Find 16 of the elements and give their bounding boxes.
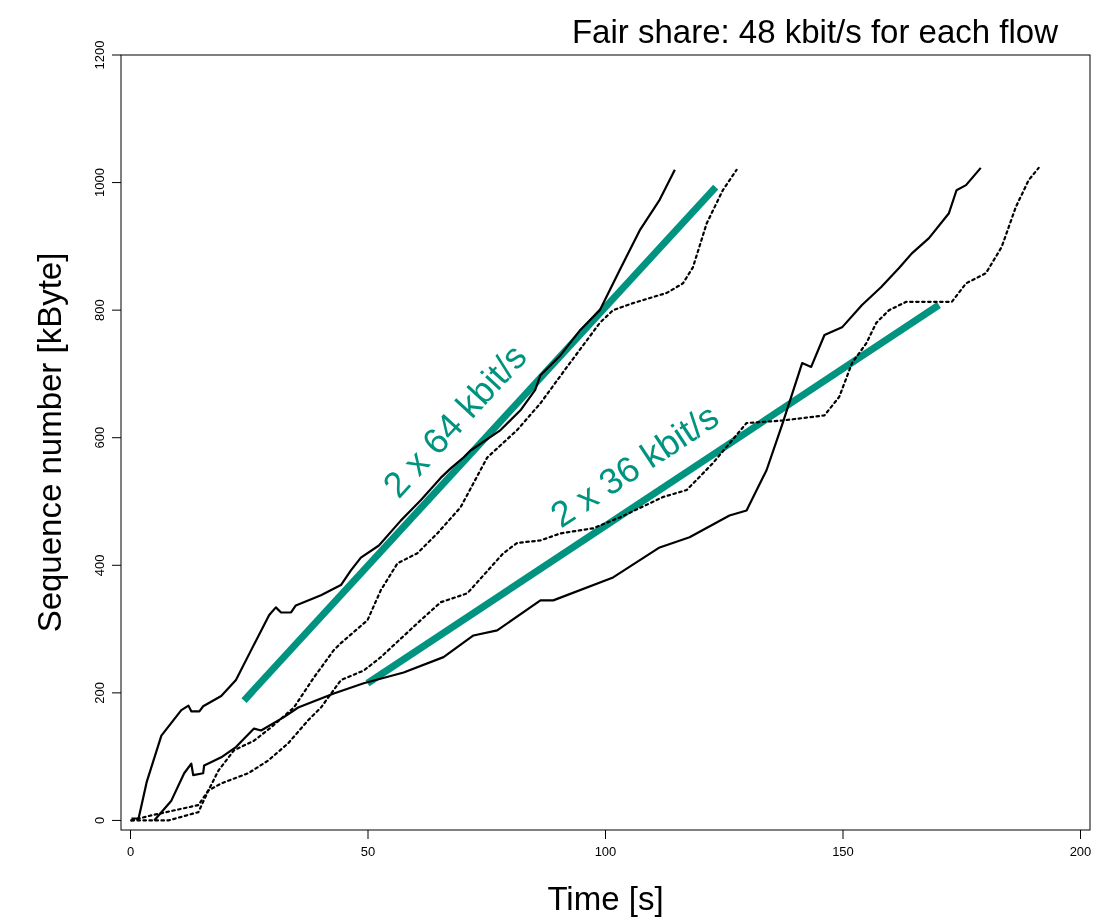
- x-tick-label: 100: [594, 844, 617, 859]
- y-tick-label: 200: [92, 682, 107, 704]
- x-tick-label: 150: [832, 844, 854, 859]
- y-tick-label: 0: [92, 816, 107, 825]
- y-tick-label: 1000: [92, 168, 107, 198]
- x-tick-label: 200: [1069, 844, 1092, 859]
- y-tick-label: 800: [92, 299, 107, 321]
- x-tick-label: 0: [126, 844, 135, 859]
- x-axis-title: Time [s]: [547, 880, 664, 917]
- chart-title: Fair share: 48 kbit/s for each flow: [571, 13, 1059, 50]
- x-tick-label: 50: [360, 844, 376, 859]
- y-tick-label: 400: [92, 554, 107, 577]
- y-tick-label: 600: [92, 426, 107, 449]
- y-axis-title: Sequence number [kByte]: [31, 252, 68, 633]
- annotation: 2 x 36 kbit/s: [542, 395, 726, 536]
- y-tick-label: 1200: [92, 40, 107, 70]
